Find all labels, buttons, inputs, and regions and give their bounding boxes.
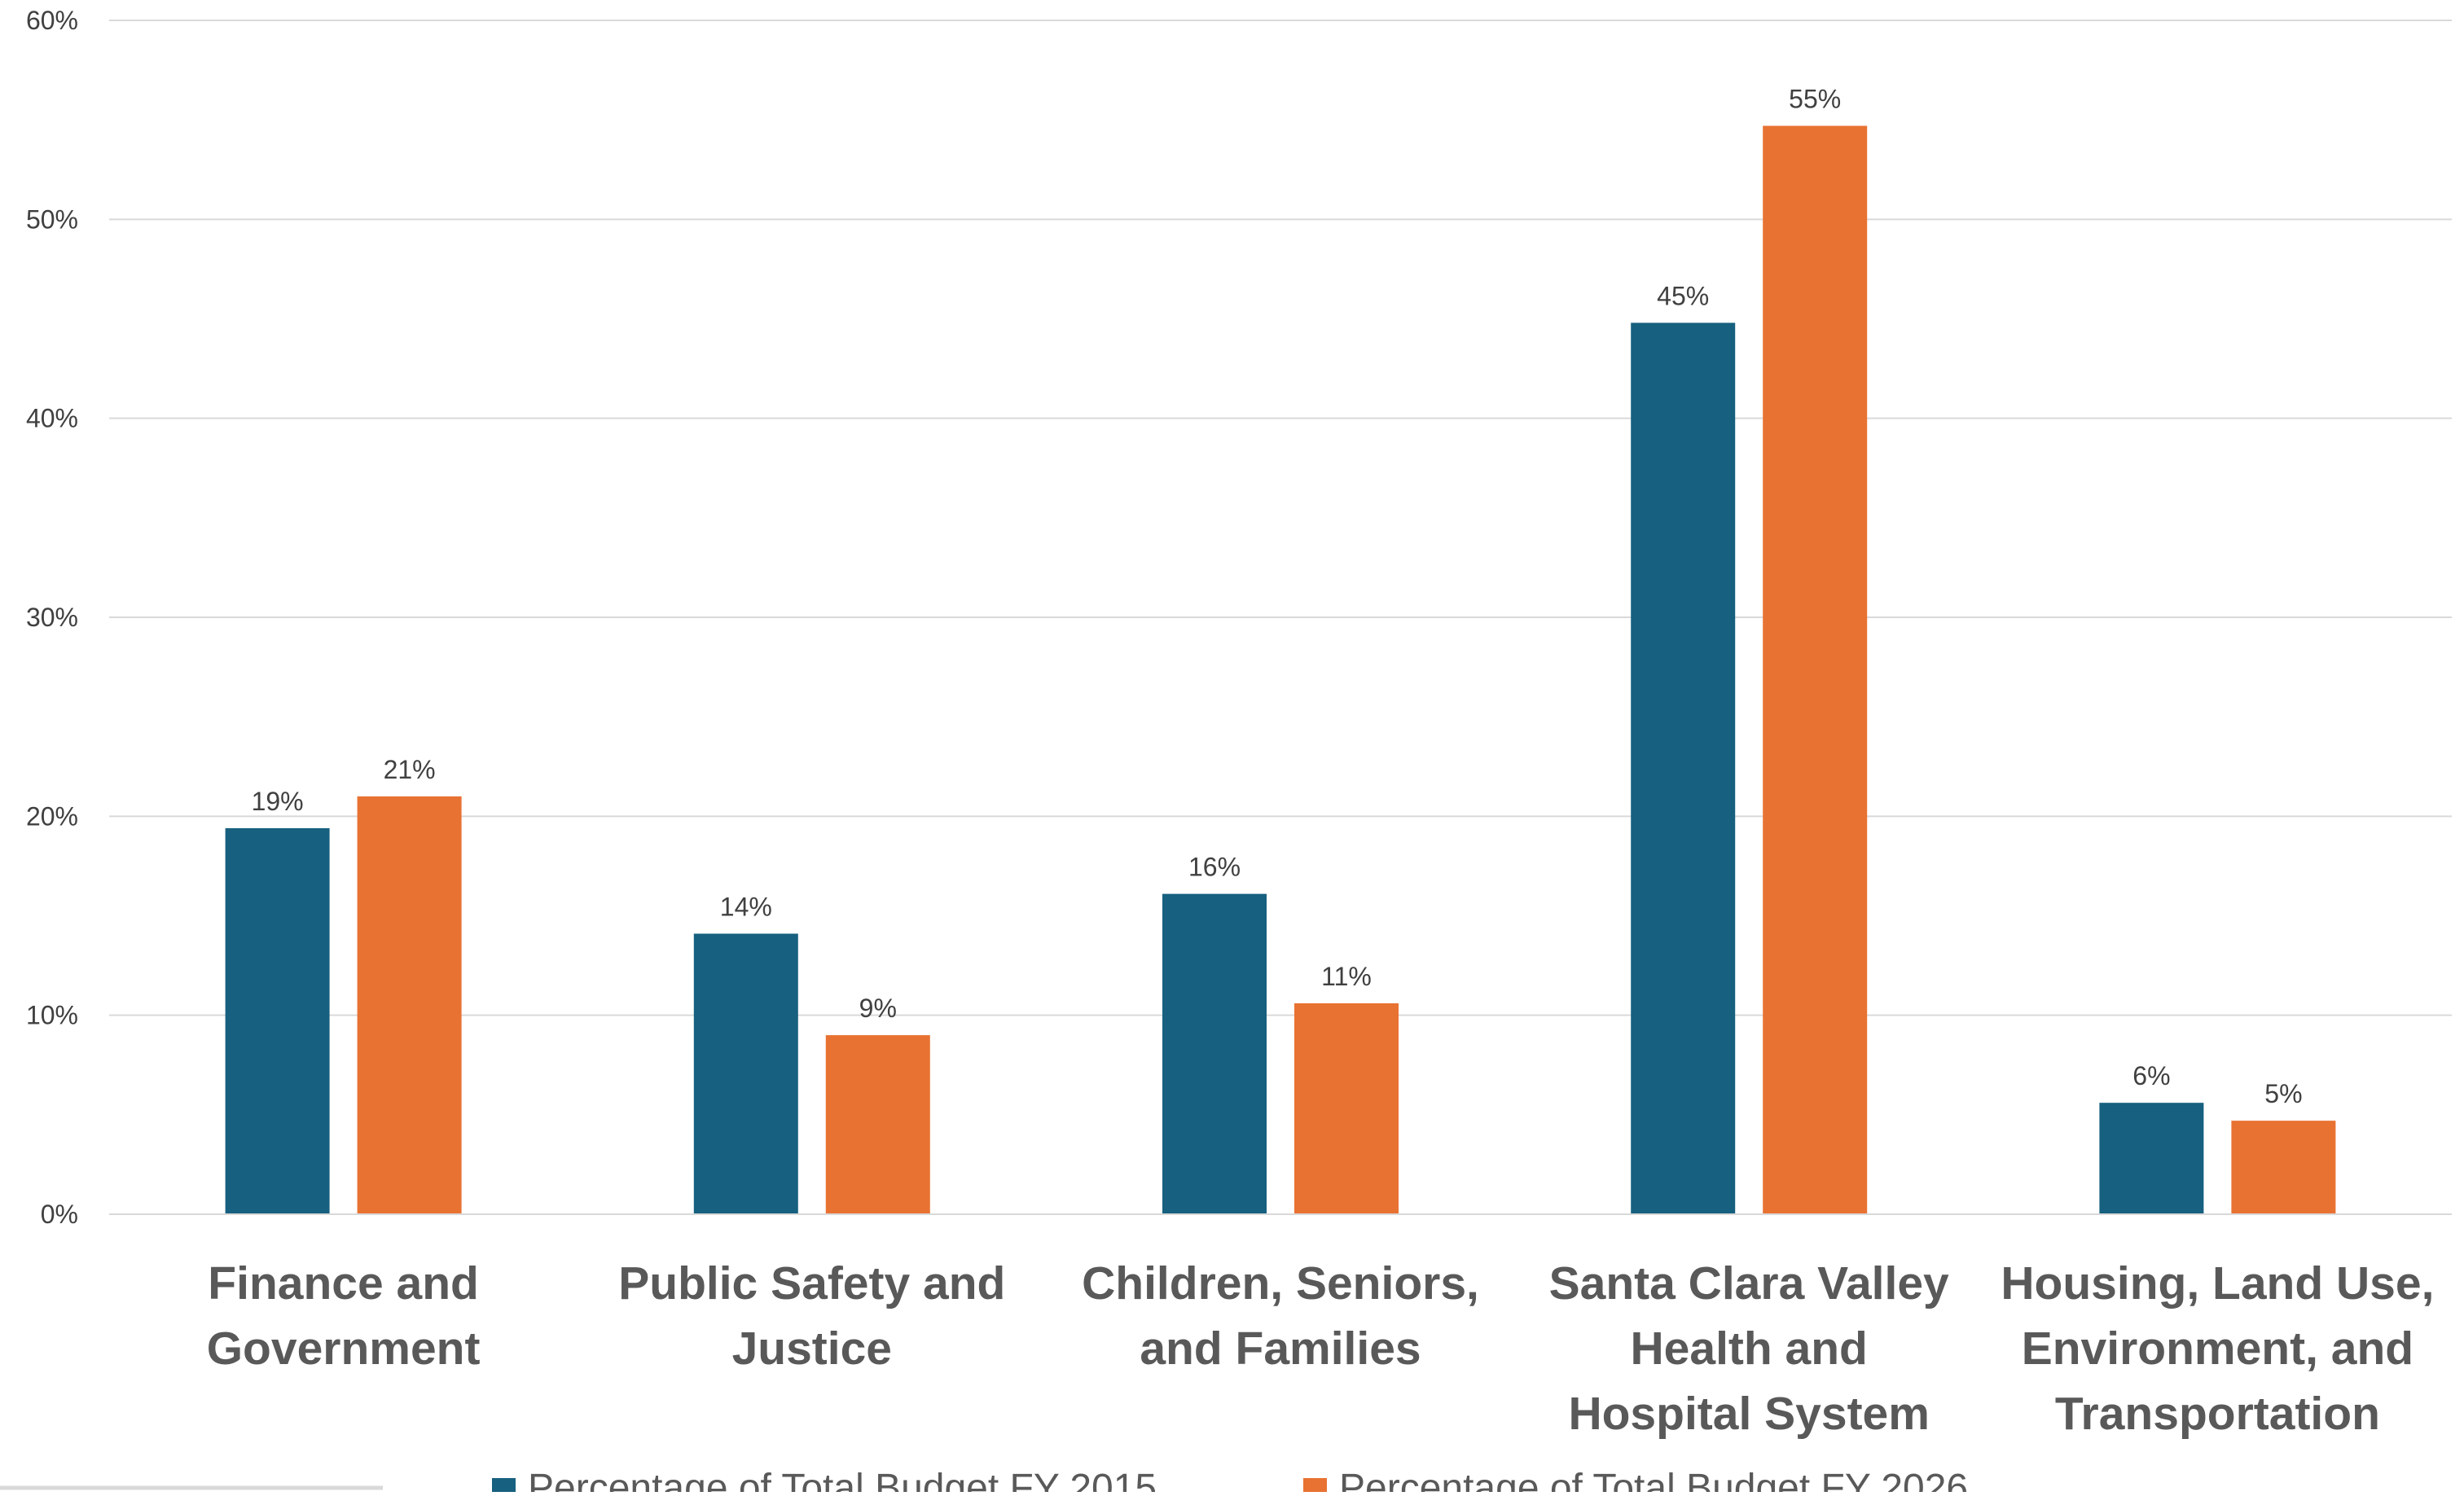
- x-tick-label: Finance and Government: [207, 1257, 481, 1375]
- x-tick-label: Santa Clara Valley Health and Hospital Sys…: [1549, 1257, 1949, 1440]
- legend-label: Percentage of Total Budget FY 2015: [528, 1467, 1157, 1492]
- bar: [2099, 1103, 2204, 1214]
- data-label: 5%: [2264, 1079, 2302, 1108]
- legend-swatch: [492, 1478, 516, 1496]
- data-labels: 19% 14% 16% 45% 6% 21% 9% 11% 55% 5%: [252, 84, 2303, 1108]
- bar: [357, 796, 462, 1214]
- data-label: 14%: [720, 892, 772, 921]
- data-label: 21%: [384, 755, 436, 784]
- bars: [225, 125, 2336, 1214]
- data-label: 16%: [1188, 853, 1241, 882]
- bar: [1631, 322, 1736, 1214]
- y-axis-tick-labels: 0% 10% 20% 30% 40% 50% 60%: [26, 6, 78, 1229]
- legend-swatch: [1303, 1478, 1327, 1496]
- data-label: 55%: [1789, 84, 1841, 113]
- data-label: 19%: [252, 787, 304, 816]
- bar: [225, 827, 330, 1214]
- data-label: 11%: [1321, 962, 1372, 991]
- y-tick-label: 30%: [26, 603, 78, 632]
- gridlines: [109, 20, 2452, 1016]
- bar: [2231, 1121, 2336, 1214]
- data-label: 45%: [1657, 281, 1709, 310]
- y-tick-label: 40%: [26, 404, 78, 433]
- data-label: 9%: [859, 994, 897, 1023]
- data-label: 6%: [2132, 1061, 2170, 1090]
- y-tick-label: 0%: [41, 1200, 78, 1229]
- legend: Percentage of Total Budget FY 2015 Percen…: [492, 1467, 1968, 1496]
- y-tick-label: 20%: [26, 801, 78, 831]
- bar: [825, 1035, 930, 1214]
- bar: [693, 933, 798, 1214]
- legend-item: Percentage of Total Budget FY 2015: [492, 1467, 1157, 1496]
- x-tick-label: Public Safety and Justice: [618, 1257, 1005, 1375]
- y-tick-label: 10%: [26, 1001, 78, 1030]
- legend-item: Percentage of Total Budget FY 2026: [1303, 1467, 1968, 1496]
- bar: [1162, 893, 1267, 1214]
- y-tick-label: 50%: [26, 204, 78, 234]
- x-tick-label: Children, Seniors, and Families: [1082, 1257, 1479, 1375]
- x-axis-category-labels: Finance and Government Public Safety and Ju…: [207, 1257, 2435, 1440]
- bar: [1294, 1003, 1399, 1214]
- bar: [1763, 125, 1868, 1214]
- y-tick-label: 60%: [26, 6, 78, 35]
- legend-label: Percentage of Total Budget FY 2026: [1339, 1467, 1968, 1492]
- x-tick-label: Housing, Land Use, Environment, and Transp…: [2001, 1257, 2434, 1440]
